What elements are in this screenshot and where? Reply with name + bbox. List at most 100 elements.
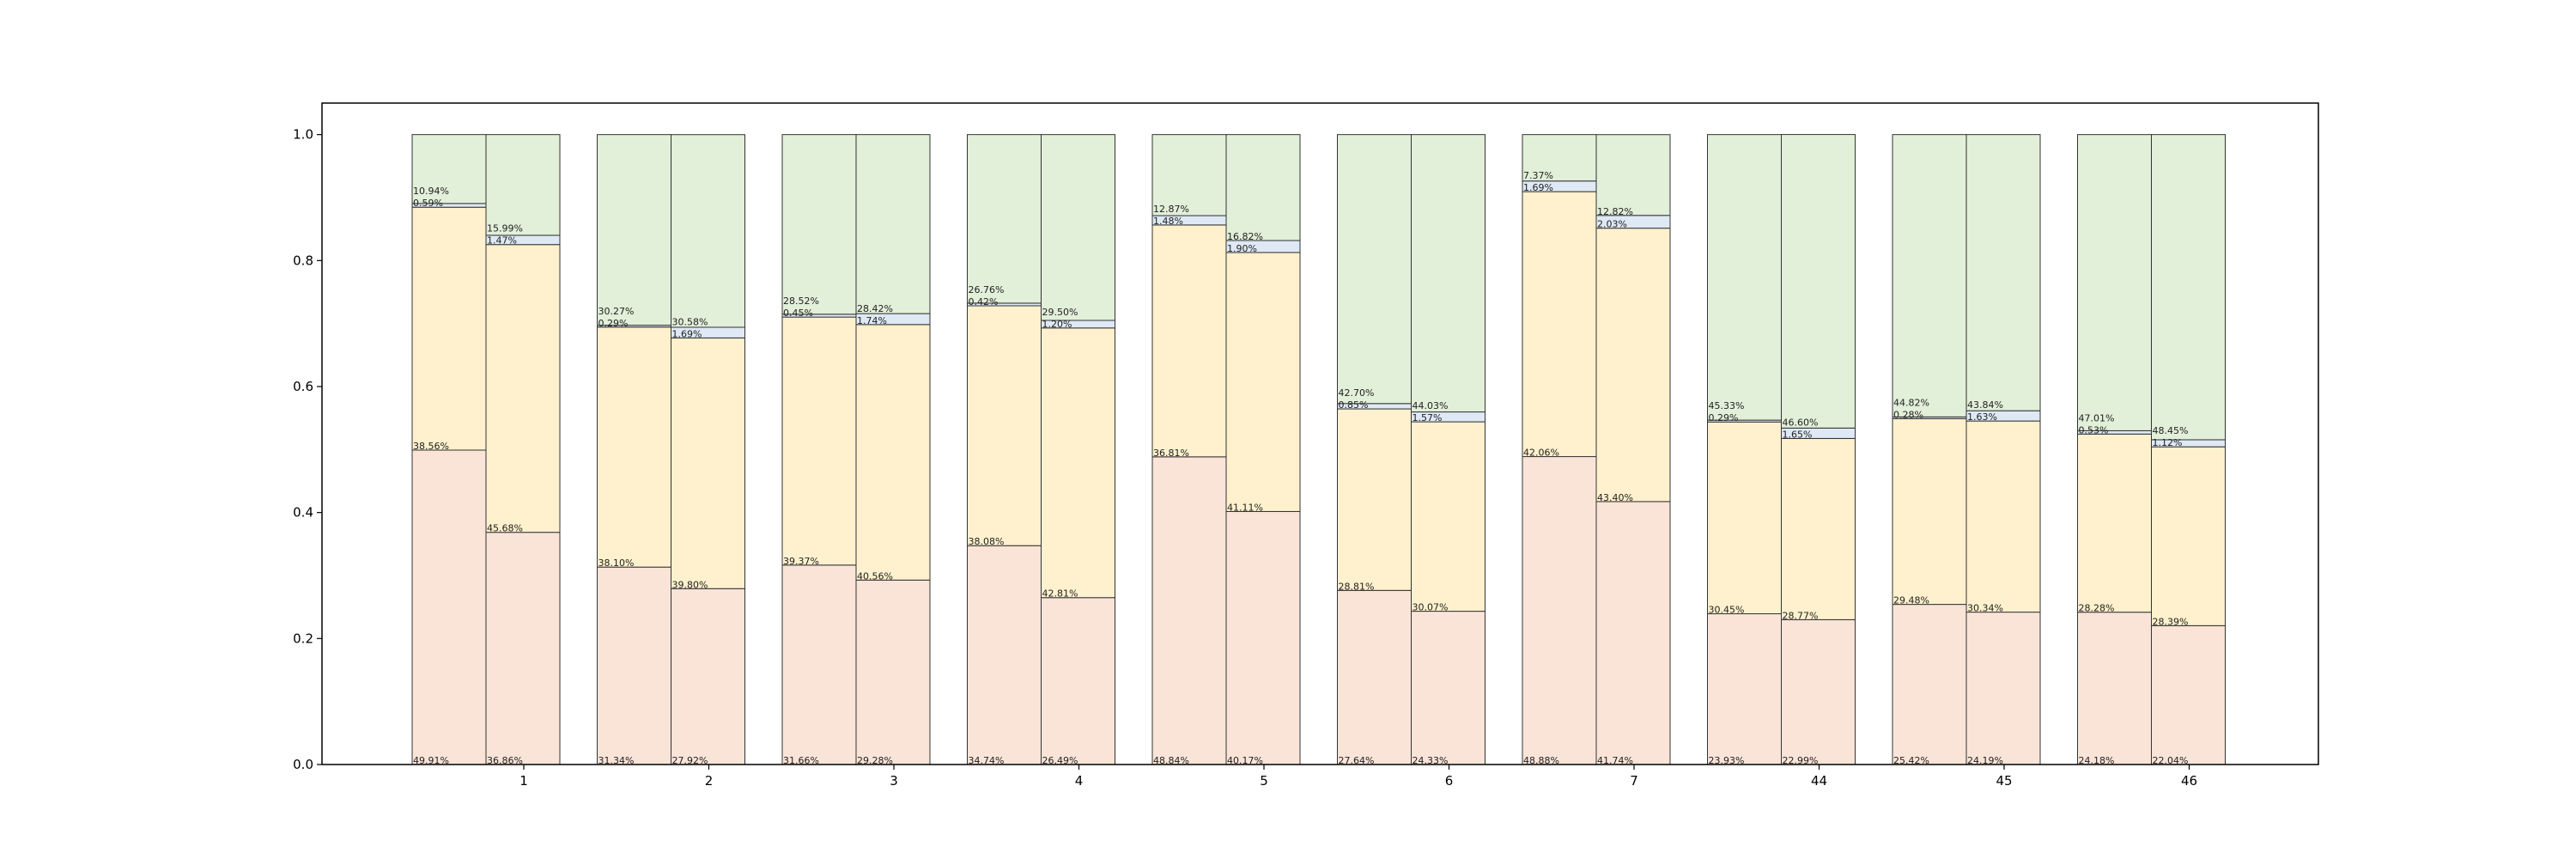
segment-label: 38.56% (413, 441, 449, 452)
bar-segment (1522, 134, 1597, 182)
bar-segment (1781, 437, 1856, 620)
segment-label: 34.74% (969, 755, 1005, 766)
segment-label: 43.84% (1967, 399, 2003, 411)
bar-segment (597, 566, 671, 765)
bar-segment (1522, 191, 1597, 458)
bar-segment (1707, 134, 1782, 421)
bar-segment (2151, 446, 2226, 626)
segment-label: 48.84% (1153, 755, 1189, 766)
segment-label: 28.77% (1783, 610, 1819, 621)
bar-segment (1892, 417, 1967, 606)
segment-label: 46.60% (1783, 417, 1819, 428)
segment-label: 1.63% (1967, 411, 1997, 423)
segment-label: 29.28% (857, 755, 893, 766)
segment-label: 16.82% (1227, 231, 1263, 242)
bar-segment (781, 134, 857, 315)
bar-segment (485, 134, 561, 236)
segment-label: 24.33% (1413, 755, 1449, 766)
segment-label: 1.74% (857, 315, 887, 326)
segment-label: 31.66% (783, 755, 819, 766)
bar-segment (411, 449, 487, 765)
segment-label: 31.34% (598, 755, 635, 766)
bar-segment (1337, 134, 1412, 405)
segment-label: 27.92% (672, 755, 708, 766)
segment-label: 7.37% (1523, 170, 1553, 181)
segment-label: 29.48% (1893, 595, 1929, 606)
bar-segment (1337, 408, 1412, 591)
y-tick-label: 0.2 (293, 631, 313, 646)
segment-label: 49.91% (413, 755, 449, 766)
bar-segment (671, 134, 745, 328)
segment-label: 24.18% (2079, 755, 2115, 766)
bar-segment (967, 545, 1042, 765)
bar-segment (781, 564, 857, 765)
segment-label: 0.59% (413, 198, 443, 209)
bar-segment (1522, 456, 1597, 765)
segment-label: 0.42% (969, 296, 999, 308)
bar-segment (1151, 456, 1227, 765)
segment-label: 1.47% (487, 235, 517, 247)
bar-segment (1041, 327, 1115, 599)
bar-segment (1595, 501, 1671, 765)
segment-label: 29.50% (1042, 307, 1078, 318)
segment-label: 12.82% (1597, 206, 1633, 217)
segment-label: 43.40% (1597, 492, 1633, 503)
bar-segment (1225, 134, 1301, 241)
bar-segment (1707, 613, 1782, 765)
x-tick-label: 7 (1630, 773, 1638, 789)
segment-label: 10.94% (413, 186, 449, 197)
segment-label: 0.29% (598, 318, 629, 329)
y-tick-label: 0.8 (293, 253, 313, 268)
bar-segment (2077, 433, 2152, 613)
segment-label: 48.88% (1523, 755, 1559, 766)
bar-segment (1411, 611, 1485, 765)
bar-segment (1892, 134, 1967, 417)
bar-segment (1595, 228, 1671, 503)
bars-layer (411, 134, 2226, 765)
segment-label: 39.37% (783, 556, 819, 567)
x-tick-label: 6 (1445, 773, 1454, 789)
segment-label: 42.70% (1339, 387, 1375, 399)
segment-label: 0.85% (1339, 399, 1369, 411)
x-tick-label: 5 (1260, 773, 1268, 789)
bar-segment (1041, 134, 1115, 321)
segment-label: 28.42% (857, 303, 893, 314)
bar-segment (1965, 420, 2041, 613)
x-tick-label: 2 (705, 773, 714, 789)
bar-segment (1225, 252, 1301, 512)
bar-segment (855, 324, 931, 581)
segment-label: 28.81% (1339, 581, 1375, 592)
segment-label: 40.17% (1227, 755, 1263, 766)
bar-segment (1781, 618, 1856, 765)
bar-segment (671, 337, 745, 589)
segment-label: 48.45% (2153, 425, 2189, 436)
bar-segment (1411, 421, 1485, 612)
bar-segment (855, 134, 931, 314)
bar-segment (597, 326, 671, 568)
x-tick-label: 44 (1811, 773, 1827, 789)
segment-label: 30.45% (1709, 605, 1745, 616)
bar-segment (1151, 224, 1227, 458)
bar-segment (1892, 604, 1967, 765)
bar-segment (2077, 134, 2152, 431)
segment-label: 23.93% (1709, 755, 1745, 766)
segment-label: 39.80% (672, 579, 708, 590)
bar-segment (411, 206, 487, 451)
segment-label: 28.52% (783, 295, 819, 307)
segment-label: 28.39% (2153, 616, 2189, 627)
segment-label: 42.81% (1042, 588, 1078, 600)
y-axis: 0.0 0.2 0.4 0.6 0.8 1.0 (293, 127, 322, 772)
bar-segment (2151, 134, 2226, 441)
segment-label: 44.82% (1893, 397, 1929, 408)
x-axis: 1 2 3 4 5 6 7 44 45 46 (519, 765, 2197, 789)
segment-label: 24.19% (1967, 755, 2003, 766)
segment-label: 45.33% (1709, 400, 1745, 411)
segment-label: 36.86% (487, 755, 523, 766)
bar-segment (1041, 597, 1115, 765)
segment-label: 47.01% (2079, 412, 2115, 423)
x-tick-label: 4 (1075, 773, 1084, 789)
segment-label: 42.06% (1523, 448, 1559, 459)
bar-segment (485, 532, 561, 765)
segment-label: 1.65% (1783, 429, 1813, 440)
x-tick-label: 3 (890, 773, 898, 789)
